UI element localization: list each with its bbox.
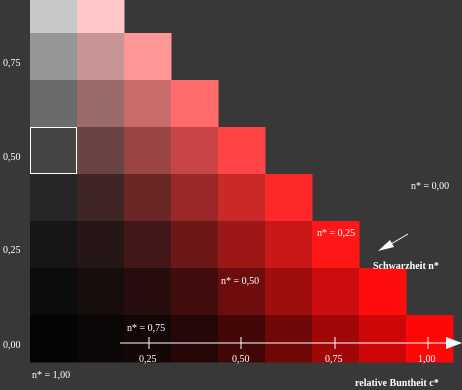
blackness-label-075: n* = 0,75 [127, 323, 165, 334]
color-patch [171, 268, 219, 316]
y-tick-label-025: 0,25 [3, 245, 21, 256]
blackness-label-050: n* = 0,50 [221, 276, 259, 287]
color-patch [124, 33, 172, 81]
blackness-arrow-line [390, 233, 409, 245]
color-patch [265, 268, 313, 316]
color-patch [171, 127, 219, 175]
color-patch [124, 268, 172, 316]
color-patch [171, 315, 219, 363]
color-patch [312, 268, 360, 316]
color-patch [30, 33, 78, 81]
color-patch-grid [30, 0, 454, 363]
color-patch [218, 174, 266, 222]
y-tick-label-050: 0,50 [3, 152, 21, 163]
color-patch [218, 268, 266, 316]
color-patch [312, 315, 360, 363]
color-patch [77, 268, 125, 316]
x-tick-label-075: 0,75 [325, 354, 343, 365]
color-patch [218, 221, 266, 269]
blackness-label-000: n* = 0,00 [411, 181, 449, 192]
x-axis-arrowhead [446, 337, 462, 349]
y-tick-label-075: 0,75 [3, 58, 21, 69]
x-tick-label-025: 0,25 [139, 354, 157, 365]
color-patch [171, 174, 219, 222]
y-axis-labels: 0,75 0,50 0,25 0,00 [3, 58, 21, 351]
color-patch [171, 221, 219, 269]
blackness-axis-title: Schwarzheit n* [373, 261, 439, 272]
selected-patch-outline [30, 127, 77, 174]
color-patch [359, 268, 407, 316]
color-patch [359, 315, 407, 363]
color-patch [406, 315, 454, 363]
color-patch [77, 127, 125, 175]
color-patch [124, 127, 172, 175]
color-patch [265, 315, 313, 363]
color-patch [265, 174, 313, 222]
x-tick-label-100: 1,00 [418, 354, 436, 365]
color-patch [77, 33, 125, 81]
blackness-label-025: n* = 0,25 [317, 228, 355, 239]
color-patch [124, 80, 172, 128]
color-patch [30, 127, 78, 175]
color-patch [77, 80, 125, 128]
blackness-axis: Schwarzheit n* n* = 0,00 n* = 0,25 n* = … [32, 181, 449, 381]
x-axis-title: relative Buntheit c* [355, 378, 439, 389]
color-patch [77, 221, 125, 269]
y-tick-label-000: 0,00 [3, 340, 21, 351]
color-patch [171, 80, 219, 128]
color-patch [77, 174, 125, 222]
blackness-arrowhead [378, 240, 394, 251]
x-axis: 0,25 0,50 0,75 1,00 relative Buntheit c* [120, 337, 462, 389]
color-patch [30, 221, 78, 269]
color-patch [124, 174, 172, 222]
color-patch [218, 315, 266, 363]
color-patch [30, 174, 78, 222]
color-patch [77, 0, 125, 34]
color-patch [265, 221, 313, 269]
color-patch [124, 221, 172, 269]
color-patch [30, 315, 78, 363]
color-patch [30, 80, 78, 128]
color-patch [77, 315, 125, 363]
x-tick-label-050: 0,50 [232, 354, 250, 365]
color-patch [124, 315, 172, 363]
color-patch [312, 221, 360, 269]
color-patch [218, 127, 266, 175]
blackness-label-100: n* = 1,00 [32, 370, 70, 381]
color-patch [30, 0, 78, 34]
color-patch [30, 268, 78, 316]
